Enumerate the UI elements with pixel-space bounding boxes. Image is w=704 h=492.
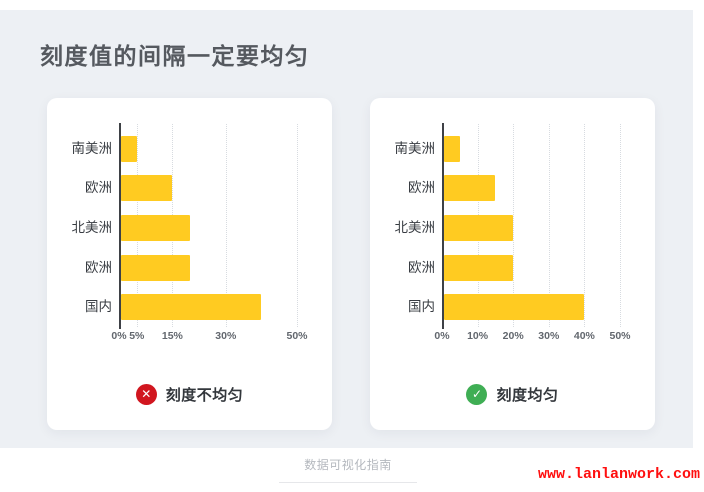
category-label: 欧洲 bbox=[408, 259, 435, 275]
category-label: 国内 bbox=[85, 299, 112, 315]
chart-bar bbox=[444, 254, 514, 281]
gridline bbox=[297, 124, 298, 327]
tick-label: 10% bbox=[467, 330, 489, 342]
tick-label: 30% bbox=[215, 330, 237, 342]
x-icon: ✕ bbox=[135, 383, 157, 405]
category-label: 南美洲 bbox=[394, 140, 436, 156]
verdict-label: 刻度均匀 bbox=[496, 386, 559, 404]
category-label: 欧洲 bbox=[85, 180, 112, 196]
chart-bar bbox=[121, 254, 191, 281]
chart-bar bbox=[121, 294, 262, 321]
tick-label: 50% bbox=[609, 330, 631, 342]
chart-bar bbox=[121, 215, 191, 241]
tick-label: 0% bbox=[111, 330, 127, 342]
bar-chart-non-uniform: 南美洲 欧洲 北美洲 欧洲 国内 0% 5% 15% 30% 50% bbox=[47, 98, 332, 358]
check-icon: ✓ bbox=[466, 383, 488, 405]
gridline bbox=[225, 124, 227, 327]
category-label: 北美洲 bbox=[394, 220, 436, 235]
category-label: 南美洲 bbox=[71, 140, 113, 156]
chart-bar bbox=[444, 215, 514, 241]
tick-label: 0% bbox=[434, 330, 450, 342]
category-label: 国内 bbox=[408, 299, 435, 315]
chart-bar bbox=[444, 175, 496, 202]
tick-label: 15% bbox=[161, 330, 183, 342]
chart-bar bbox=[444, 135, 460, 162]
gridline bbox=[620, 124, 621, 327]
tick-label: 40% bbox=[573, 330, 595, 342]
chart-card-non-uniform: 南美洲 欧洲 北美洲 欧洲 国内 0% 5% 15% 30% 50% ✕ 刻度不均匀 bbox=[47, 98, 332, 430]
verdict-bad: ✕ 刻度不均匀 bbox=[47, 383, 332, 405]
chart-bar bbox=[121, 135, 137, 162]
footer-divider bbox=[279, 482, 417, 483]
watermark-url: www.lanlanwork.com bbox=[537, 466, 700, 483]
tick-label: 20% bbox=[502, 330, 524, 342]
chart-card-uniform: 南美洲 欧洲 北美洲 欧洲 国内 0% 10% 20% 30% 40% 50% ✓ 刻度均匀 bbox=[370, 98, 655, 430]
verdict-good: ✓ 刻度均匀 bbox=[370, 383, 655, 405]
category-label: 欧洲 bbox=[408, 180, 435, 196]
y-axis-line bbox=[442, 123, 444, 329]
page-title: 刻度值的间隔一定要均匀 bbox=[40, 43, 310, 70]
y-axis-line bbox=[119, 123, 121, 329]
tick-label: 50% bbox=[286, 330, 308, 342]
gridline bbox=[548, 124, 550, 327]
tick-label: 5% bbox=[129, 330, 145, 342]
chart-bar bbox=[444, 294, 585, 321]
footer-caption: 数据可视化指南 bbox=[304, 458, 392, 472]
gridline bbox=[513, 124, 515, 327]
bar-chart-uniform: 南美洲 欧洲 北美洲 欧洲 国内 0% 10% 20% 30% 40% 50% bbox=[370, 98, 655, 358]
category-label: 欧洲 bbox=[85, 259, 112, 275]
tick-label: 30% bbox=[538, 330, 560, 342]
verdict-label: 刻度不均匀 bbox=[165, 386, 244, 404]
category-label: 北美洲 bbox=[71, 220, 113, 235]
gridline bbox=[584, 124, 586, 327]
chart-bar bbox=[121, 175, 173, 202]
